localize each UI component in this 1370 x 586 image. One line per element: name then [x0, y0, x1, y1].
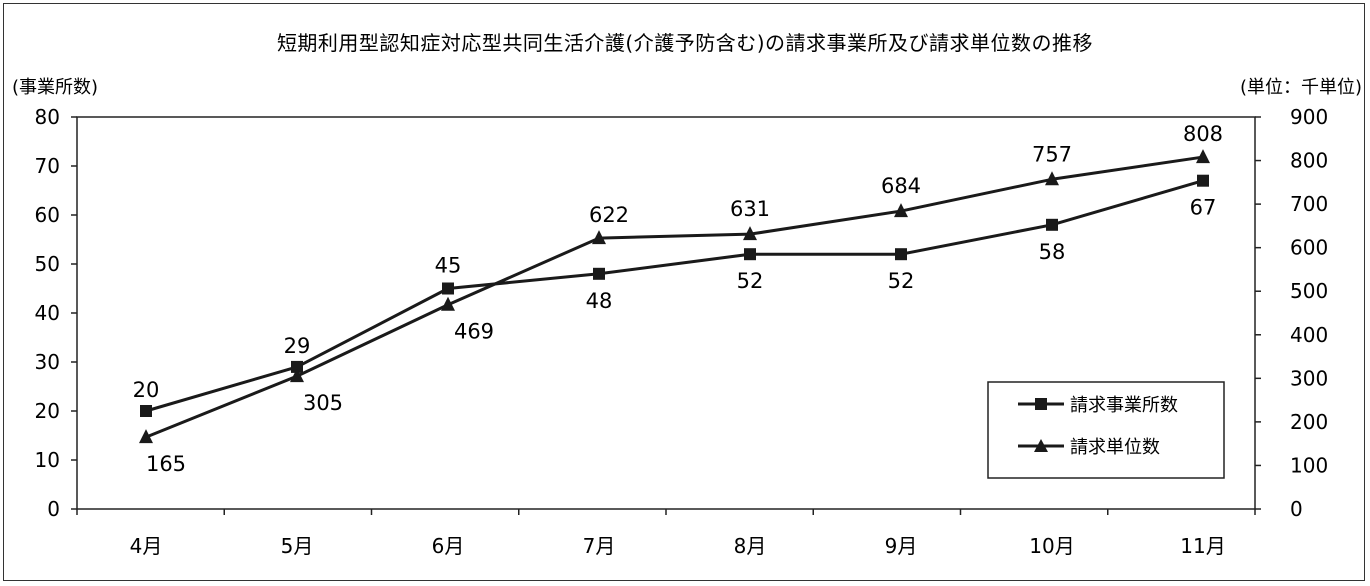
data-label-units: 808	[1183, 122, 1223, 146]
left-axis-ticks: 0 10 20 30 40 50 60 70 80	[35, 105, 77, 521]
series-line-units	[145, 155, 1204, 439]
data-label-units: 622	[589, 203, 629, 227]
data-point-units	[139, 429, 153, 444]
data-point-offices	[1197, 174, 1209, 187]
data-label-offices: 58	[1039, 240, 1066, 264]
data-label-offices: 52	[737, 269, 764, 293]
data-label-units: 684	[881, 174, 921, 198]
data-label-offices: 48	[586, 289, 613, 313]
legend-label-units: 請求単位数	[1070, 437, 1160, 458]
data-label-units: 631	[730, 197, 770, 221]
data-label-units: 165	[146, 452, 186, 476]
data-label-units: 757	[1032, 142, 1072, 166]
x-axis-tick-label: 11月	[1180, 534, 1225, 558]
x-axis-ticks: 4月 5月 6月 7月 8月 9月 10月 11月	[76, 509, 1256, 558]
data-label-units: 305	[303, 391, 343, 415]
data-label-offices: 29	[284, 334, 311, 358]
right-axis-tick-label: 100	[1290, 453, 1328, 477]
data-point-offices	[744, 248, 756, 261]
data-label-offices: 67	[1190, 196, 1217, 220]
right-axis-ticks: 0 100 200 300 400 500 600 700 800 900	[1255, 105, 1328, 521]
data-point-units	[441, 296, 455, 311]
x-axis-tick-label: 10月	[1029, 534, 1074, 558]
data-point-units	[1196, 149, 1210, 164]
x-axis-tick-label: 6月	[432, 534, 465, 558]
left-axis-tick-label: 0	[47, 497, 60, 521]
x-axis-tick-label: 5月	[281, 534, 314, 558]
data-point-units	[1045, 171, 1059, 186]
data-point-offices	[140, 405, 152, 417]
right-axis-tick-label: 200	[1290, 410, 1328, 434]
data-point-units	[290, 368, 304, 383]
data-label-offices: 20	[133, 378, 160, 402]
left-axis-tick-label: 40	[35, 301, 60, 325]
data-label-units: 469	[454, 320, 494, 344]
data-label-offices: 45	[435, 254, 462, 278]
x-axis-tick-label: 8月	[734, 534, 767, 558]
x-axis-tick-label: 4月	[130, 534, 163, 558]
left-axis-unit-label: (事業所数)	[12, 77, 98, 98]
data-point-offices	[895, 248, 907, 261]
left-axis-tick-label: 20	[35, 399, 60, 423]
chart-title: 短期利用型認知症対応型共同生活介護(介護予防含む)の請求事業所及び請求単位数の推…	[277, 31, 1093, 55]
x-axis-tick-label: 9月	[885, 534, 918, 558]
data-point-offices	[291, 360, 303, 373]
data-point-offices	[1046, 218, 1058, 231]
right-axis-tick-label: 900	[1290, 105, 1328, 129]
left-axis-tick-label: 10	[35, 448, 60, 472]
right-axis-tick-label: 300	[1290, 366, 1328, 390]
right-axis-tick-label: 500	[1290, 279, 1328, 303]
data-point-units	[894, 203, 908, 218]
left-axis-tick-label: 50	[35, 252, 60, 276]
right-axis-tick-label: 0	[1290, 497, 1303, 521]
left-axis-tick-label: 60	[35, 203, 60, 227]
series-layer: 20 29 45 48 52 52 58 67 165 305 469 622 631 684 757 808	[133, 122, 1223, 476]
data-label-offices: 52	[888, 269, 915, 293]
right-axis-tick-label: 800	[1290, 149, 1328, 173]
right-axis-unit-label: (単位：千単位)	[1240, 77, 1362, 98]
data-point-units	[592, 230, 606, 245]
legend: 請求事業所数 請求単位数	[987, 381, 1225, 479]
legend-box	[987, 381, 1225, 479]
series-line-offices	[145, 179, 1204, 413]
right-axis-tick-label: 600	[1290, 236, 1328, 260]
data-point-offices	[593, 267, 605, 280]
x-axis-tick-label: 7月	[583, 534, 616, 558]
data-point-units	[743, 226, 757, 241]
right-axis-tick-label: 700	[1290, 192, 1328, 216]
legend-marker-triangle	[1034, 439, 1048, 452]
data-point-offices	[442, 282, 454, 295]
right-axis-tick-label: 400	[1290, 323, 1328, 347]
legend-marker-square	[1035, 398, 1047, 410]
left-axis-tick-label: 70	[35, 154, 60, 178]
left-axis-tick-label: 80	[35, 105, 60, 129]
left-axis-tick-label: 30	[35, 350, 60, 374]
legend-label-offices: 請求事業所数	[1070, 395, 1178, 416]
